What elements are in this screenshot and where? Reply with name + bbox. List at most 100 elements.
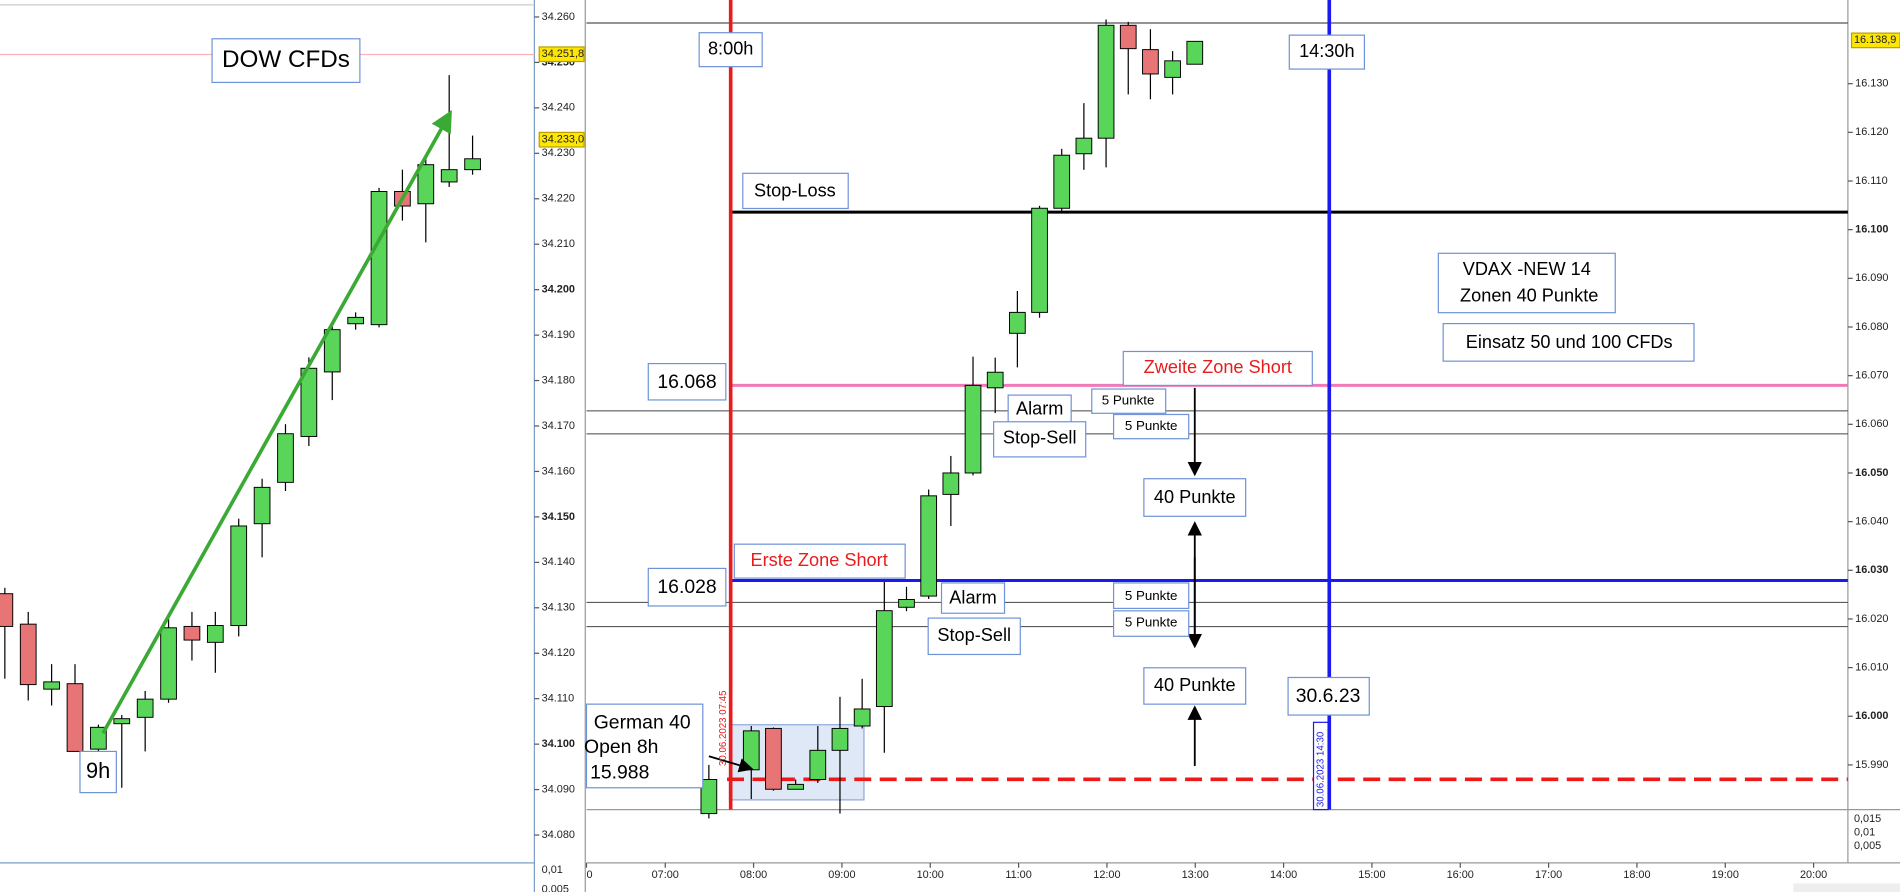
candle-body (920, 495, 938, 597)
label-box (1112, 610, 1190, 637)
zone-label: Erste Zone Short (751, 550, 888, 570)
y-tick-label: 34.240 (542, 102, 575, 114)
candle-body (1075, 137, 1093, 155)
label-box (79, 750, 117, 794)
x-tick-label: 15:00 (1358, 869, 1385, 881)
points-label: 5 Punkte (1125, 614, 1178, 629)
indicator-tick-label: 0,005 (1854, 840, 1881, 852)
scrollbar[interactable] (1793, 883, 1900, 892)
y-tick-label: 34.120 (542, 647, 575, 659)
y-tick-label: 34.200 (542, 284, 575, 296)
candle-body (1142, 49, 1159, 75)
y-tick-label: 16.010 (1855, 661, 1888, 673)
x-tick-label: 09:00 (828, 869, 855, 881)
candle-body (853, 708, 871, 727)
y-tick-label: 16.000 (1855, 710, 1888, 722)
level-label: 16.068 (657, 371, 716, 393)
x-tick-label: 13:00 (1182, 869, 1209, 881)
stake-label: Einsatz 50 und 100 CFDs (1466, 332, 1673, 352)
candle-body (875, 610, 893, 708)
label-box (1143, 667, 1247, 705)
label-box (647, 362, 727, 401)
candle-body (206, 625, 224, 643)
points-label: 5 Punkte (1102, 393, 1155, 408)
label-box (940, 582, 1006, 614)
y-tick-label: 16.130 (1855, 78, 1888, 90)
price-flag-label: 16.138,9 (1854, 34, 1896, 46)
range-label: 40 Punkte (1154, 675, 1236, 695)
label-box (698, 32, 763, 68)
marker-label: 9h (86, 758, 110, 783)
candle-body (942, 472, 960, 495)
indicator-tick-label: 0,01 (1854, 826, 1875, 838)
y-tick-label: 34.080 (542, 829, 575, 841)
candle-body (113, 718, 131, 725)
y-tick-label: 16.070 (1855, 370, 1888, 382)
candle-body (183, 625, 201, 641)
candle-body (700, 779, 718, 815)
points-label: 5 Punkte (1125, 418, 1178, 433)
label-box (585, 703, 704, 789)
y-tick-label: 34.260 (542, 11, 575, 23)
candle-body (809, 749, 827, 781)
time-stamp: 30.06.2023 07:45 (718, 691, 729, 766)
candle-body (898, 598, 915, 608)
y-tick-label: 34.230 (542, 147, 575, 159)
x-tick-label: 14:00 (1270, 869, 1297, 881)
candle-body (230, 525, 248, 627)
candle-body (765, 727, 782, 790)
candle-body (66, 683, 84, 752)
x-tick-label: 18:00 (1623, 869, 1650, 881)
candle-body (986, 371, 1004, 389)
indicator-tick-label: 0,005 (542, 883, 569, 892)
y-tick-label: 16.100 (1855, 224, 1888, 236)
label-box (1437, 252, 1616, 314)
open-note: Open 8h (584, 736, 658, 758)
label-box (1143, 478, 1247, 517)
stop-sell-label: Stop-Sell (1003, 428, 1077, 448)
y-tick-label: 34.170 (542, 420, 575, 432)
x-tick-label: 0 (586, 869, 592, 881)
x-tick-label: 12:00 (1093, 869, 1120, 881)
candle-body (440, 169, 458, 183)
y-tick-label: 16.040 (1855, 516, 1888, 528)
price-flag (1850, 32, 1900, 49)
label-box (1442, 322, 1695, 362)
candle-body (831, 727, 849, 751)
x-tick-label: 10:00 (917, 869, 944, 881)
trend-arrow (101, 110, 452, 735)
candle-body (787, 783, 804, 790)
y-tick-label: 16.080 (1855, 321, 1888, 333)
panel-title: DOW CFDs (222, 46, 350, 73)
open-note: 15.988 (590, 761, 649, 783)
time-stamp: 30.06.2023 14:30 (1315, 731, 1326, 807)
x-tick-label: 17:00 (1535, 869, 1562, 881)
y-tick-label: 16.020 (1855, 613, 1888, 625)
arrow (708, 755, 754, 773)
candle-body (742, 730, 760, 771)
x-tick-label: 20:00 (1800, 869, 1827, 881)
vdax-label: Zonen 40 Punkte (1460, 286, 1598, 306)
y-tick-label: 34.110 (542, 693, 575, 705)
date-label: 30.6.23 (1296, 685, 1361, 707)
y-tick-label: 34.160 (542, 465, 575, 477)
candle-body (1119, 24, 1137, 50)
candle-body (160, 627, 177, 700)
y-tick-label: 34.130 (542, 602, 575, 614)
candle-body (136, 698, 154, 718)
candle-body (277, 433, 294, 483)
y-tick-label: 16.050 (1855, 467, 1888, 479)
label-box (1112, 582, 1190, 610)
price-flag (538, 46, 585, 63)
y-tick-label: 16.090 (1855, 272, 1888, 284)
candle-body (1031, 207, 1048, 313)
y-tick-label: 34.180 (542, 374, 575, 386)
vdax-label: VDAX -NEW 14 (1463, 259, 1591, 279)
label-box (1288, 34, 1366, 70)
candle-body (464, 158, 481, 171)
label-box (742, 172, 849, 210)
y-tick-label: 34.100 (542, 738, 575, 750)
alarm-label: Alarm (949, 588, 996, 608)
